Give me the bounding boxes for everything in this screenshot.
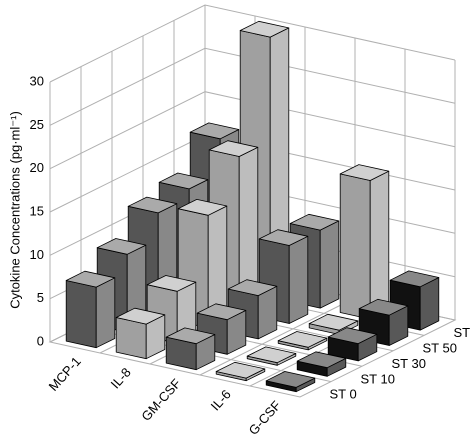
- x-tick-label: MCP-1: [46, 354, 84, 394]
- bar: [308, 313, 359, 335]
- bar-front: [339, 173, 371, 320]
- bar: [215, 361, 266, 382]
- bar-top: [339, 164, 390, 181]
- bar-top: [96, 238, 147, 255]
- bar: [165, 327, 216, 371]
- x-tick-label: IL-8: [108, 365, 134, 392]
- bar-top: [65, 270, 116, 288]
- bar-top: [289, 213, 340, 231]
- bar-top: [265, 371, 316, 388]
- z-tick-label: 5: [37, 290, 44, 305]
- bar-side: [288, 235, 309, 324]
- bar-top: [146, 275, 197, 292]
- x-tick-label: GM-CSF: [138, 376, 183, 424]
- bar-front: [115, 317, 147, 360]
- bar: [65, 270, 116, 349]
- series-label: ST 10: [361, 371, 395, 386]
- x-tick-label: IL-6: [208, 387, 234, 414]
- bar-top: [115, 307, 166, 325]
- grid-line: [49, 91, 456, 170]
- bar-top: [327, 327, 378, 345]
- z-axis-title: Cytokine Concentrations (pg·ml⁻¹): [7, 111, 22, 309]
- bar-top: [196, 303, 247, 321]
- bar-top: [308, 313, 359, 331]
- bar-top: [215, 361, 266, 379]
- bar-side: [95, 277, 116, 349]
- bar-top: [158, 172, 209, 190]
- bar-top: [165, 327, 216, 345]
- bar-top: [246, 346, 297, 364]
- bar: [339, 164, 390, 320]
- bar-top: [358, 298, 409, 316]
- series-label: ST 50: [423, 341, 457, 356]
- z-tick-label: 20: [30, 160, 44, 175]
- bar: [246, 346, 297, 366]
- grid-line: [49, 4, 456, 83]
- bar: [265, 371, 316, 393]
- bar-top: [189, 122, 240, 140]
- grid-line: [49, 47, 456, 126]
- bar-side: [369, 170, 390, 320]
- z-tick-label: 15: [30, 203, 44, 218]
- z-tick-label: 30: [30, 73, 44, 88]
- series-label: ST 70: [454, 325, 474, 340]
- bar: [115, 307, 166, 360]
- bar-top: [239, 20, 290, 38]
- bar: [146, 275, 197, 344]
- bar-top: [258, 229, 309, 246]
- x-tick-label: G-CSF: [246, 398, 284, 438]
- bar-front: [65, 280, 97, 349]
- bar-top: [208, 140, 259, 157]
- bar: [277, 331, 328, 351]
- z-tick-label: 0: [37, 333, 44, 348]
- bar-top: [277, 331, 328, 348]
- z-tick-label: 10: [30, 247, 44, 262]
- bar-top: [127, 196, 178, 214]
- bar: [296, 351, 347, 377]
- bar-top: [389, 270, 440, 288]
- bar: [258, 229, 309, 324]
- bar-top: [177, 198, 228, 216]
- bar-top: [227, 279, 278, 297]
- z-tick-label: 25: [30, 117, 44, 132]
- series-label: ST 30: [392, 356, 426, 371]
- series-label: ST 0: [330, 387, 357, 402]
- bar: [327, 327, 378, 362]
- floor-line: [199, 297, 356, 376]
- bar-side: [319, 220, 340, 309]
- bar-top: [296, 351, 347, 369]
